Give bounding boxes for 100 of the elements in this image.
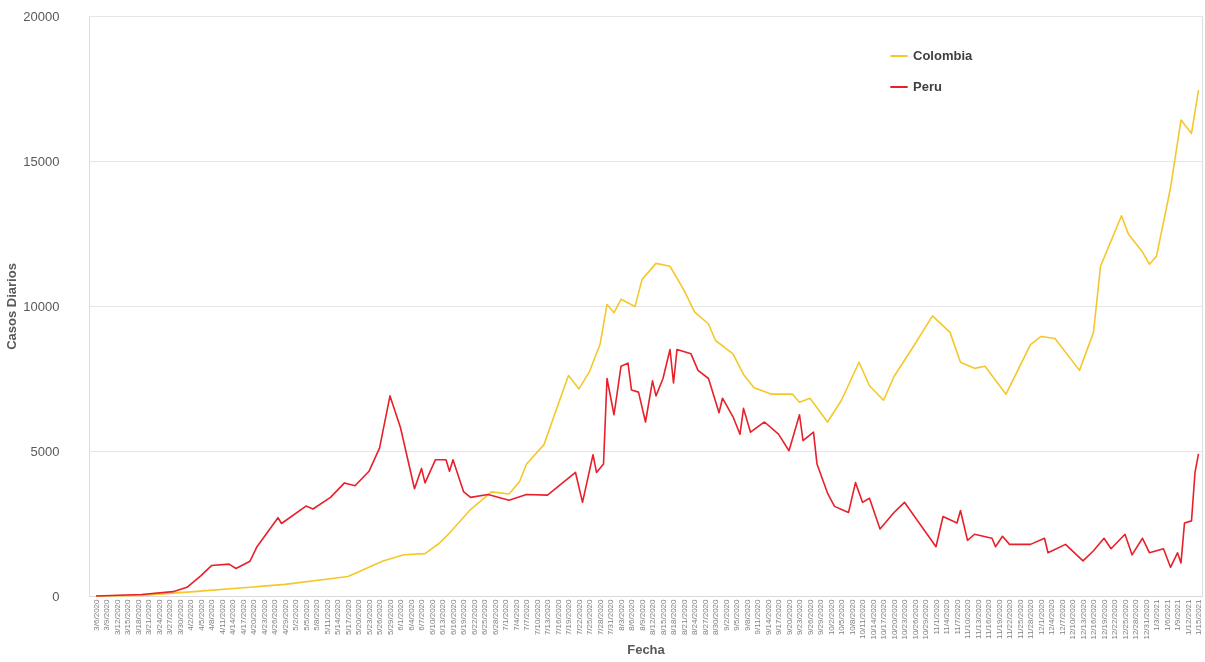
x-tick-label: 4/8/2020 [207,598,216,631]
x-tick-label: 12/19/2020 [1099,598,1109,640]
x-tick-label: 10/23/2020 [900,598,909,640]
x-tick-label: 4/17/2020 [238,598,248,636]
x-tick-label: 8/27/2020 [700,598,710,636]
x-tick-label: 4/5/2020 [196,598,206,631]
x-tick-label: 8/15/2020 [658,598,668,636]
x-tick-label: 3/18/2020 [133,598,143,636]
x-tick-label: 9/14/2020 [763,598,773,636]
x-tick-label: 5/11/2020 [322,598,332,635]
x-tick-label: 5/29/2020 [385,598,395,636]
x-tick-label: 12/13/2020 [1078,598,1088,640]
x-tick-label: 8/12/2020 [648,598,657,636]
x-tick-label: 11/1/2020 [931,598,941,635]
x-tick-label: 10/29/2020 [921,598,930,640]
line-series [95,348,1200,597]
x-tick-label: 8/30/2020 [711,598,720,636]
x-tick-label: 9/23/2020 [795,598,804,636]
x-tick-label: 10/2/2020 [826,598,836,636]
x-tick-label: 9/5/2020 [732,598,741,631]
x-tick-label: 8/3/2020 [616,598,626,631]
x-tick-label: 4/26/2020 [270,598,279,636]
x-tick-label: 12/7/2020 [1057,598,1067,636]
x-tick-label: 3/6/2020 [91,598,101,631]
x-tick-label: 7/4/2020 [511,598,521,631]
x-tick-label: 8/9/2020 [637,598,647,631]
x-tick-label: 6/10/2020 [427,598,437,636]
x-tick-label: 7/13/2020 [543,598,552,636]
x-tick-label: 10/8/2020 [847,598,857,636]
x-tick-label: 12/16/2020 [1089,598,1098,640]
x-tick-label: 5/23/2020 [364,598,374,636]
x-tick-label: 3/12/2020 [112,598,122,636]
x-tick-label: 1/9/2021 [1173,598,1182,631]
x-tick-label: 7/1/2020 [501,598,510,631]
x-tick-label: 10/20/2020 [889,598,899,640]
x-tick-label: 7/31/2020 [606,598,615,636]
x-tick-label: 11/22/2020 [1005,598,1014,639]
x-tick-label: 6/22/2020 [469,598,479,636]
x-tick-label: 11/16/2020 [984,598,993,639]
x-tick-label: 11/25/2020 [1015,598,1025,639]
x-tick-label: 6/7/2020 [417,598,426,631]
x-tick-label: 7/7/2020 [522,598,531,631]
x-tick-label: 3/24/2020 [154,598,164,636]
x-tick-label: 5/14/2020 [333,598,342,636]
x-tick-label: 7/25/2020 [585,598,594,636]
x-tick-label: 12/10/2020 [1068,598,1077,640]
x-tick-label: 11/19/2020 [994,598,1004,639]
x-tick-label: 8/24/2020 [690,598,699,636]
x-tick-label: 11/13/2020 [973,598,983,639]
x-tick-label: 11/7/2020 [952,598,962,635]
x-tick-label: 6/1/2020 [396,598,405,631]
x-tick-label: 5/26/2020 [375,598,384,636]
legend-label: Peru [913,79,942,94]
x-tick-label: 4/20/2020 [249,598,258,636]
x-tick-label: 10/11/2020 [858,598,867,639]
x-tick-label: 6/25/2020 [480,598,489,636]
legend-label: Colombia [913,48,973,63]
x-tick-label: 8/18/2020 [669,598,678,636]
x-tick-label: 12/31/2020 [1141,598,1151,640]
x-tick-label: 10/26/2020 [910,598,920,640]
y-tick-label: 5000 [30,443,60,459]
x-tick-label: 1/15/2021 [1194,598,1203,636]
x-tick-label: 7/28/2020 [595,598,605,636]
x-tick-label: 4/23/2020 [259,598,269,636]
x-tick-label: 10/17/2020 [879,598,888,640]
y-axis-title: Casos Diarios [4,263,20,350]
x-tick-label: 11/4/2020 [942,598,951,635]
x-tick-label: 9/8/2020 [742,598,752,631]
x-tick-label: 6/19/2020 [459,598,468,636]
x-tick-label: 9/29/2020 [816,598,825,636]
x-tick-label: 10/14/2020 [868,598,878,640]
x-tick-label: 9/17/2020 [774,598,783,636]
x-tick-label: 9/2/2020 [721,598,731,631]
x-tick-label: 8/21/2020 [679,598,689,636]
x-tick-label: 4/14/2020 [228,598,237,636]
y-tick-label: 10000 [23,298,60,314]
x-tick-label: 6/4/2020 [406,598,416,631]
x-tick-label: 4/11/2020 [217,598,227,635]
x-tick-label: 5/5/2020 [301,598,311,631]
x-tick-label: 12/28/2020 [1131,598,1140,640]
x-tick-label: 1/3/2021 [1152,598,1161,631]
y-tick-label: 0 [52,588,60,604]
x-tick-label: 3/9/2020 [102,598,111,631]
x-tick-label: 3/21/2020 [144,598,153,636]
x-tick-label: 5/20/2020 [354,598,363,636]
x-tick-label: 11/28/2020 [1026,598,1035,639]
x-tick-label: 4/2/2020 [186,598,195,631]
x-tick-label: 5/17/2020 [343,598,353,636]
x-tick-label: 4/29/2020 [280,598,290,636]
x-tick-label: 12/22/2020 [1110,598,1119,640]
x-tick-label: 1/12/2021 [1183,598,1193,636]
x-tick-label: 3/30/2020 [175,598,185,636]
x-tick-label: 10/5/2020 [837,598,846,636]
x-tick-label: 7/22/2020 [574,598,584,636]
x-tick-label: 12/25/2020 [1120,598,1130,640]
x-axis-title: Fecha [627,641,666,657]
x-tick-label: 9/11/2020 [753,598,762,635]
x-tick-label: 9/26/2020 [805,598,815,636]
x-tick-label: 6/28/2020 [490,598,500,636]
x-tick-label: 9/20/2020 [784,598,794,636]
